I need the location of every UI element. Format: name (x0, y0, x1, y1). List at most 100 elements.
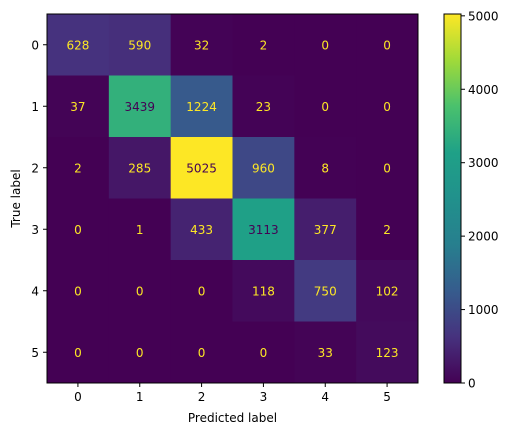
cell-value-labels: 628 590 32 2 0 0 37 3439 1224 23 0 0 2 285 5025 960 8 0 0 1… (66, 38, 398, 360)
cell-value-label: 118 (252, 284, 275, 298)
cell-value-label: 3439 (124, 100, 155, 114)
y-tick-label: 0 (31, 38, 39, 52)
heatmap-cell (47, 321, 110, 384)
y-tick-label: 1 (31, 100, 39, 114)
heatmap-cell (47, 198, 110, 261)
x-axis-ticks: 0 1 2 3 4 5 (74, 383, 391, 404)
cell-value-label: 1224 (186, 100, 217, 114)
heatmap-cell (108, 14, 172, 76)
cell-value-label: 0 (321, 38, 329, 52)
heatmap-cell (108, 137, 172, 199)
heatmap-cell (294, 198, 357, 261)
x-tick-label: 5 (383, 390, 391, 404)
cell-value-label: 23 (256, 100, 271, 114)
heatmap-cell (294, 137, 357, 199)
cell-value-label: 8 (321, 161, 329, 175)
colorbar-tick-label: 1000 (468, 303, 499, 317)
cell-value-label: 0 (383, 100, 391, 114)
x-axis-label: Predicted label (188, 411, 277, 425)
cell-value-label: 32 (194, 38, 209, 52)
heatmap-cell (170, 14, 233, 76)
cell-value-label: 2 (383, 223, 391, 237)
y-tick-label: 4 (31, 284, 39, 298)
cell-value-label: 0 (136, 346, 144, 360)
x-tick-label: 1 (136, 390, 144, 404)
heatmap-cell (294, 260, 357, 322)
heatmap-cell (108, 75, 172, 138)
cell-value-label: 0 (74, 346, 82, 360)
cell-value-label: 3113 (248, 223, 279, 237)
heatmap-cell (232, 260, 295, 322)
x-tick-label: 3 (260, 390, 268, 404)
colorbar-tick-label: 4000 (468, 83, 499, 97)
cell-value-label: 0 (74, 284, 82, 298)
heatmap-cell (294, 75, 357, 138)
cell-value-label: 0 (136, 284, 144, 298)
cell-value-label: 0 (383, 161, 391, 175)
heatmap-cell (232, 137, 295, 199)
cell-value-label: 0 (74, 223, 82, 237)
colorbar-tick-label: 2000 (468, 230, 499, 244)
plot-frame (46, 13, 419, 384)
cell-value-label: 0 (198, 284, 206, 298)
heatmap-cell (232, 321, 295, 384)
heatmap-cell (170, 198, 233, 261)
cell-value-label: 33 (318, 346, 333, 360)
heatmap-cell (47, 260, 110, 322)
heatmap-cell (294, 14, 357, 76)
cell-value-label: 433 (190, 223, 213, 237)
x-tick-label: 0 (74, 390, 82, 404)
cell-value-label: 0 (383, 38, 391, 52)
cell-value-label: 590 (128, 38, 151, 52)
y-tick-label: 3 (31, 223, 39, 237)
cell-value-label: 0 (198, 346, 206, 360)
heatmap-cell (47, 137, 110, 199)
heatmap-cell (232, 14, 295, 76)
cell-value-label: 0 (321, 100, 329, 114)
cell-value-label: 1 (136, 223, 144, 237)
x-tick-label: 2 (198, 390, 206, 404)
colorbar-ticks: 0 1000 2000 3000 4000 5000 (461, 9, 499, 391)
cell-value-label: 0 (260, 346, 268, 360)
y-axis-ticks: 0 1 2 3 4 5 (31, 38, 47, 360)
heatmap-cell (170, 260, 233, 322)
cell-value-label: 2 (74, 161, 82, 175)
heatmap-cell (356, 321, 419, 384)
heatmap-cell (356, 14, 419, 76)
cell-value-label: 2 (260, 38, 268, 52)
heatmap-cell (47, 75, 110, 138)
cell-value-label: 5025 (186, 161, 217, 175)
cell-value-label: 37 (70, 100, 85, 114)
colorbar-tick-label: 5000 (468, 9, 499, 23)
cell-value-label: 750 (314, 284, 337, 298)
heatmap-cell (170, 321, 233, 384)
heatmap-cells (47, 14, 419, 384)
heatmap-cell (356, 198, 419, 261)
cell-value-label: 123 (376, 346, 399, 360)
heatmap-cell (294, 321, 357, 384)
y-axis-label: True label (9, 169, 23, 228)
cell-value-label: 285 (128, 161, 151, 175)
heatmap-cell (170, 75, 233, 138)
heatmap-cell (232, 75, 295, 138)
heatmap-cell (108, 321, 172, 384)
cell-value-label: 377 (314, 223, 337, 237)
colorbar-tick-label: 3000 (468, 156, 499, 170)
cell-value-label: 960 (252, 161, 275, 175)
heatmap-cell (47, 14, 110, 76)
y-tick-label: 2 (31, 161, 39, 175)
heatmap-cell (232, 198, 295, 261)
heatmap-cell (108, 198, 172, 261)
colorbar (443, 13, 462, 384)
heatmap-cell (170, 137, 233, 199)
x-tick-label: 4 (321, 390, 329, 404)
colorbar-tick-label: 0 (468, 377, 476, 391)
cell-value-label: 628 (66, 38, 89, 52)
y-tick-label: 5 (31, 346, 39, 360)
cell-value-label: 102 (376, 284, 399, 298)
heatmap-cell (356, 137, 419, 199)
heatmap-cell (108, 260, 172, 322)
heatmap-cell (356, 260, 419, 322)
heatmap-cell (356, 75, 419, 138)
